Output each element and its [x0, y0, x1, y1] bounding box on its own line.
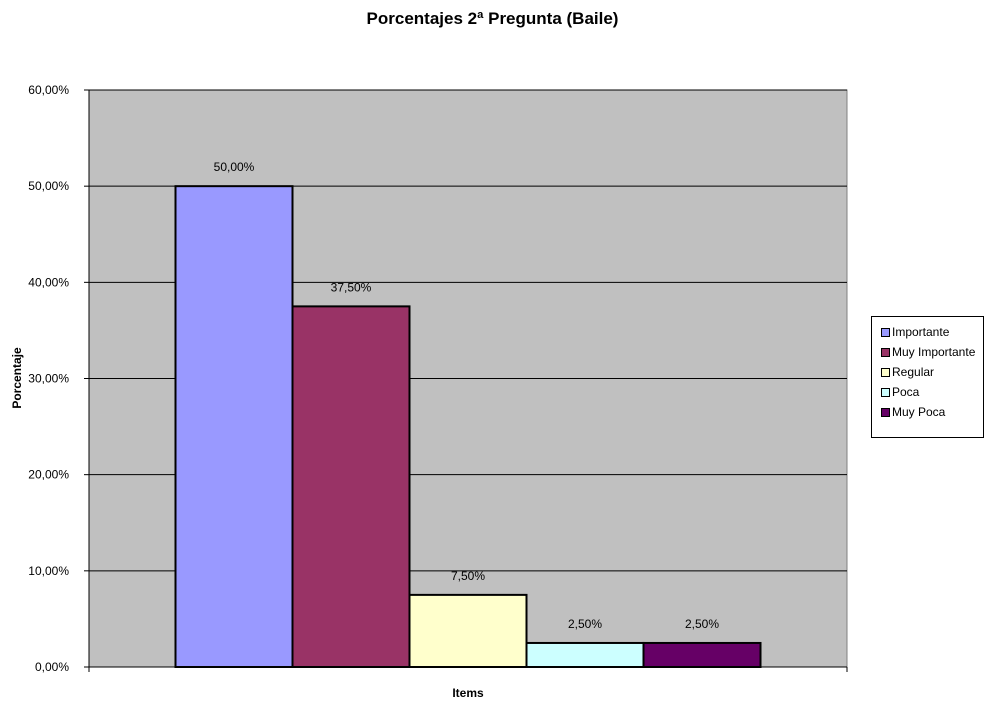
bar-importante: [174, 185, 294, 669]
labels: 0,00% 10,00% 20,00% 30,00% 40,00% 50,00% 60,00…: [28, 83, 719, 674]
axes: [84, 89, 848, 672]
data-label: 37,50%: [331, 280, 372, 294]
legend-swatch: [881, 367, 890, 377]
y-tick-label: 60,00%: [28, 83, 69, 97]
bar-regular: [408, 593, 528, 668]
chart-title: Porcentajes 2ª Pregunta (Baile): [366, 9, 619, 28]
bar-muy-importante: [291, 305, 411, 668]
bars: [174, 185, 762, 669]
legend-label: Importante: [892, 325, 950, 339]
y-tick-label: 20,00%: [28, 468, 69, 482]
y-tick-label: 50,00%: [28, 179, 69, 193]
y-tick-label: 40,00%: [28, 275, 69, 289]
data-label: 2,50%: [685, 617, 719, 631]
legend-label: Poca: [892, 385, 920, 399]
y-axis-label: Porcentaje: [10, 347, 24, 409]
legend-item: Muy Poca: [872, 402, 983, 422]
bar-muy-poca: [642, 641, 762, 668]
legend: Importante Muy Importante Regular Poca Muy P…: [871, 316, 984, 438]
data-label: 50,00%: [214, 160, 255, 174]
data-label: 7,50%: [451, 569, 485, 583]
y-tick-label: 30,00%: [28, 372, 69, 386]
legend-label: Muy Importante: [892, 345, 976, 359]
legend-swatch: [881, 347, 890, 357]
legend-swatch: [881, 327, 890, 337]
legend-label: Muy Poca: [892, 405, 946, 419]
y-tick-label: 0,00%: [35, 660, 69, 674]
bar-poca: [525, 641, 645, 668]
legend-item: Poca: [872, 382, 983, 402]
legend-swatch: [881, 387, 890, 397]
legend-item: Muy Importante: [872, 342, 983, 362]
legend-label: Regular: [892, 365, 935, 379]
x-axis-label: Items: [452, 686, 484, 700]
data-label: 2,50%: [568, 617, 602, 631]
legend-item: Regular: [872, 362, 983, 382]
legend-swatch: [881, 407, 890, 417]
y-tick-label: 10,00%: [28, 564, 69, 578]
legend-item: Importante: [872, 322, 983, 342]
